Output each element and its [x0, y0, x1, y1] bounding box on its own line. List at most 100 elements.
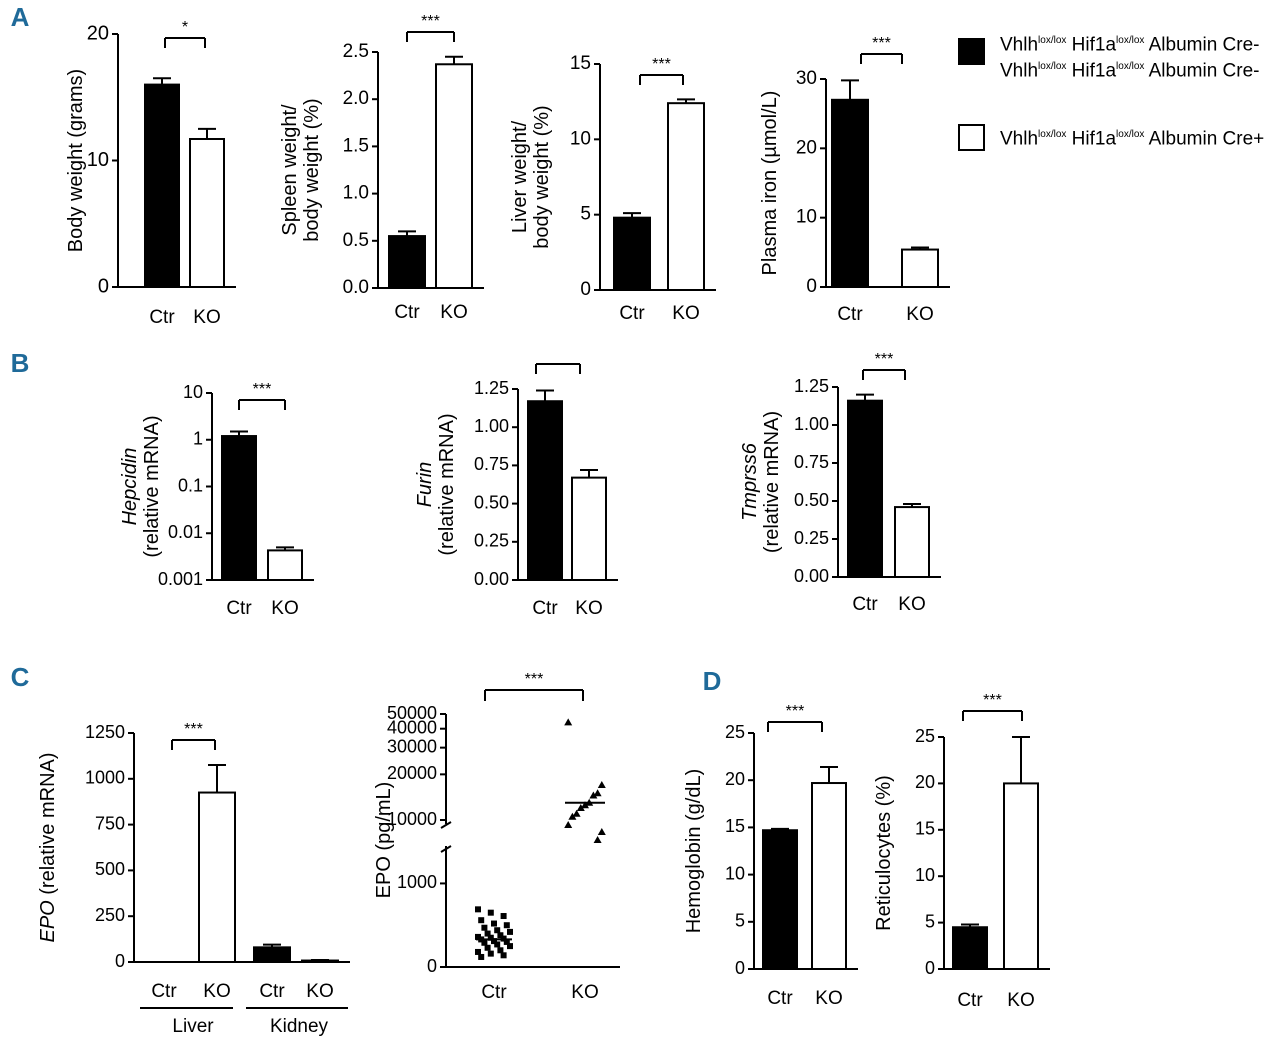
y-tick-label-D2: 0 — [925, 958, 935, 978]
y-tick-label-B1: 0.1 — [178, 475, 203, 495]
data-point-ctr — [478, 917, 485, 924]
y-tick-label-A1: 10 — [87, 149, 109, 171]
y-axis-label-rest: (relative mRNA) — [37, 752, 59, 900]
x-tick-label-A4: KO — [906, 304, 933, 325]
group-label-liver: Liver — [172, 1016, 214, 1037]
y-axis-label-italic: EPO — [37, 900, 59, 942]
data-point-ctr — [475, 906, 481, 913]
y-tick-label-A4: 30 — [796, 68, 817, 89]
legend-item-knockout: Vhlhlox/lox Hif1alox/lox Albumin Cre+ — [958, 116, 1273, 151]
y-tick-label-A3: 5 — [580, 204, 591, 225]
data-point-ko — [564, 821, 573, 828]
y-tick-label-B2: 1.25 — [474, 378, 509, 398]
x-tick-label-B3: Ctr — [852, 594, 878, 615]
x-tick-label-B1: KO — [271, 598, 298, 619]
x-tick-label-D1: Ctr — [767, 988, 793, 1009]
y-tick-label-D2: 5 — [925, 911, 935, 931]
y-tick-label-C1: 0 — [115, 951, 125, 971]
y-axis-label-italic-B2: Furin — [414, 462, 436, 508]
data-point-ctr — [500, 913, 507, 920]
y-tick-label-C1: 250 — [95, 905, 125, 925]
legend-swatch-knockout — [958, 124, 985, 151]
data-point-ko — [593, 789, 602, 797]
significance-label-C2: *** — [525, 671, 544, 688]
data-point-ctr — [478, 953, 485, 960]
x-tick-label-A1: Ctr — [149, 307, 175, 328]
data-point-ctr — [475, 933, 481, 940]
y-axis-label-A2: body weight (%) — [301, 98, 323, 241]
y-tick-label-A3: 15 — [570, 53, 591, 74]
y-tick-label-A2: 1.5 — [343, 135, 369, 156]
bar-D2-ko — [1003, 782, 1039, 971]
data-point-ctr — [497, 947, 504, 954]
y-tick-label-B3: 0.50 — [794, 490, 829, 510]
significance-label-B1: *** — [253, 381, 272, 398]
significance-label-C1: *** — [184, 721, 203, 738]
bar-B2-ctr — [527, 400, 563, 581]
data-point-ctr — [491, 938, 497, 945]
y-tick-label-D1: 10 — [725, 863, 745, 883]
y-axis-label-C1: EPO (relative mRNA) — [37, 752, 59, 942]
y-tick-label-B1: 10 — [183, 382, 203, 402]
x-tick-label-B3: KO — [898, 594, 925, 615]
y-axis-label-A3: body weight (%) — [531, 105, 553, 248]
y-tick-label-B1: 1 — [193, 429, 203, 449]
y-tick-label-A2: 0.0 — [343, 277, 369, 298]
y-tick-label-D1: 0 — [735, 958, 745, 978]
bar-A3-ctr — [613, 216, 651, 291]
bar-D1-ko — [811, 782, 847, 970]
data-point-ko — [589, 791, 598, 799]
y-tick-label-C1: 1000 — [85, 768, 125, 788]
x-tick-label-D2: KO — [1007, 990, 1034, 1011]
y-tick-label-A2: 0.5 — [343, 230, 369, 251]
data-point-ctr — [484, 944, 491, 951]
y-tick-label-A1: 0 — [98, 275, 109, 297]
y-tick-label-C1: 750 — [95, 813, 125, 833]
data-point-ctr — [491, 920, 497, 927]
y-axis-label-C2: EPO (pg/mL) — [373, 782, 395, 899]
y-tick-label-D2: 25 — [915, 726, 935, 746]
data-point-ko — [581, 801, 589, 809]
y-tick-label-B3: 0.75 — [794, 452, 829, 472]
y-tick-label-D1: 25 — [725, 722, 745, 742]
y-tick-label-D1: 5 — [735, 911, 745, 931]
x-tick-label-A1: KO — [193, 307, 220, 328]
axis-break-C2 — [440, 845, 452, 853]
x-tick-label-C1: Ctr — [259, 981, 285, 1002]
y-tick-label-B3: 0.00 — [794, 566, 829, 586]
bar-B3-ctr — [847, 399, 883, 578]
data-point-ctr — [507, 928, 513, 935]
bar-B3-ko — [894, 506, 930, 578]
data-point-ctr — [503, 938, 510, 945]
data-point-ctr — [497, 932, 504, 939]
x-tick-label-A2: KO — [440, 302, 467, 323]
y-axis-label-A1: Body weight (grams) — [65, 69, 87, 252]
data-point-ctr — [503, 922, 510, 929]
legend-item-control: Vhlhlox/lox Hif1alox/lox Albumin Cre- Vh… — [958, 30, 1273, 82]
y-tick-label-C2: 50000 — [387, 703, 437, 723]
y-tick-label-C2: 1000 — [397, 872, 437, 892]
data-point-ko — [568, 812, 577, 820]
data-point-ko — [572, 809, 581, 817]
y-tick-label-C2: 30000 — [387, 736, 437, 756]
y-axis-label-D2: Reticulocytes (%) — [873, 775, 895, 931]
data-point-ctr — [494, 927, 501, 934]
y-tick-label-A2: 2.0 — [343, 88, 369, 109]
data-point-ko — [597, 781, 606, 789]
bar-B1-ctr — [221, 435, 257, 581]
y-tick-label-D2: 10 — [915, 865, 935, 885]
y-axis-label-A3: Liver weight/ — [509, 120, 531, 233]
data-point-ko — [597, 828, 606, 835]
y-axis-label-italic-B3: Tmprss6 — [739, 442, 761, 521]
y-tick-label-B2: 0.50 — [474, 492, 509, 512]
y-tick-label-A2: 2.5 — [343, 41, 369, 62]
bar-B2-ko — [571, 476, 607, 581]
y-tick-label-B3: 1.25 — [794, 376, 829, 396]
data-point-ctr — [475, 948, 481, 955]
y-tick-label-B2: 0.25 — [474, 531, 509, 551]
y-tick-label-C1: 500 — [95, 859, 125, 879]
bar-A1-ctr — [144, 83, 180, 288]
bar-A3-ko — [667, 102, 705, 291]
y-tick-label-A4: 0 — [806, 276, 817, 297]
